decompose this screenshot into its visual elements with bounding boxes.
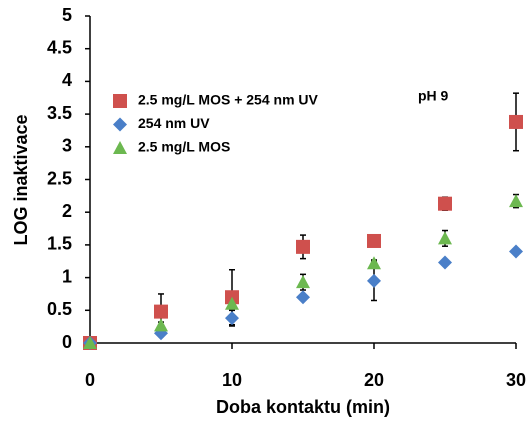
data-point — [438, 196, 452, 211]
legend-marker — [113, 94, 127, 108]
legend-marker — [113, 141, 127, 154]
data-point — [367, 233, 381, 248]
data-point — [438, 231, 452, 245]
y-tick-label: 0.5 — [47, 299, 72, 319]
y-tick-label: 1 — [62, 266, 72, 286]
x-tick-label: 0 — [85, 370, 95, 390]
data-point — [296, 239, 310, 254]
data-point — [509, 194, 523, 208]
data-point — [509, 114, 523, 129]
y-axis-title: LOG inaktivace — [11, 114, 31, 245]
y-tick-label: 4.5 — [47, 37, 72, 57]
y-tick-label: 2 — [62, 201, 72, 221]
y-tick-label: 3.5 — [47, 103, 72, 123]
data-point — [296, 290, 310, 305]
legend-label: 2.5 mg/L MOS + 254 nm UV — [138, 92, 319, 108]
data-point — [296, 275, 310, 289]
x-tick-label: 30 — [506, 370, 526, 390]
x-tick-label: 20 — [364, 370, 384, 390]
x-tick-label: 10 — [222, 370, 242, 390]
legend-label: 254 nm UV — [138, 115, 210, 131]
data-point — [154, 304, 168, 319]
annotation: pH 9 — [418, 88, 449, 104]
data-point — [509, 244, 523, 259]
y-tick-label: 3 — [62, 136, 72, 156]
y-tick-label: 5 — [62, 5, 72, 25]
y-tick-label: 2.5 — [47, 168, 72, 188]
legend-marker — [113, 117, 127, 132]
x-axis-title: Doba kontaktu (min) — [216, 397, 390, 417]
data-point — [367, 256, 381, 270]
data-point — [154, 318, 168, 332]
y-tick-label: 1.5 — [47, 234, 72, 254]
data-point — [225, 311, 239, 326]
data-point — [225, 296, 239, 310]
legend-label: 2.5 mg/L MOS — [138, 139, 230, 155]
y-tick-label: 0 — [62, 332, 72, 352]
data-point — [438, 255, 452, 270]
y-tick-label: 4 — [62, 70, 72, 90]
data-point — [367, 273, 381, 288]
data-point — [83, 336, 97, 349]
